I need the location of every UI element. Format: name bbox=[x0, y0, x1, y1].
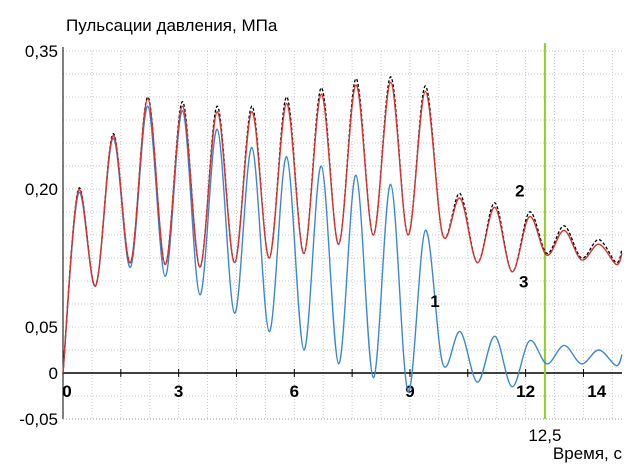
series-label-2: 2 bbox=[515, 181, 524, 200]
x-tick-label: 6 bbox=[290, 382, 299, 401]
x-tick-label: 12 bbox=[516, 382, 535, 401]
y-tick-label: 0 bbox=[49, 364, 58, 383]
x-tick-label: 0 bbox=[62, 382, 71, 401]
x-tick-label: 14 bbox=[587, 382, 606, 401]
series-group bbox=[62, 76, 623, 393]
y-tick-label: 0,35 bbox=[25, 42, 58, 61]
series-labels: 1 2 3 bbox=[430, 181, 528, 310]
y-tick-label: -0,05 bbox=[19, 410, 58, 429]
grid bbox=[62, 50, 622, 420]
axes bbox=[62, 43, 622, 420]
series-line-1 bbox=[62, 105, 623, 393]
series-line-3 bbox=[62, 81, 623, 374]
chart-title: Пульсации давления, МПа bbox=[66, 16, 278, 35]
y-tick-label: 0,20 bbox=[25, 180, 58, 199]
x-tick-label: 3 bbox=[174, 382, 183, 401]
marker-line-label: 12,5 bbox=[528, 426, 561, 445]
x-tick-label: 9 bbox=[405, 382, 414, 401]
x-axis-label: Время, с bbox=[553, 444, 623, 463]
series-label-1: 1 bbox=[430, 292, 439, 311]
series-label-3: 3 bbox=[519, 272, 528, 291]
y-tick-label: 0,05 bbox=[25, 318, 58, 337]
